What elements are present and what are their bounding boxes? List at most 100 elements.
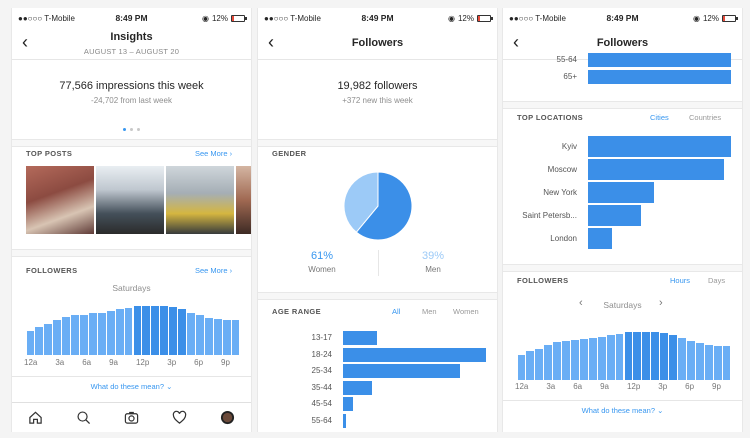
battery-icon — [477, 14, 493, 22]
gender-label: GENDER — [272, 149, 307, 158]
divider — [378, 250, 379, 276]
age-filter-all[interactable]: All — [392, 307, 401, 316]
bar-label: 13-17 — [311, 333, 332, 342]
search-icon[interactable] — [76, 410, 91, 425]
insights-screen: ●●○○○ T-Mobile 8:49 PM ◉ 12% ‹ Insights … — [11, 8, 252, 432]
hour-tick-label: 12a — [24, 358, 38, 367]
tab-hours[interactable]: Hours — [670, 276, 691, 285]
activity-bar — [704, 344, 713, 380]
bottom-tab-bar — [12, 402, 251, 432]
activity-bar — [588, 338, 597, 380]
horizontal-bar — [343, 380, 372, 395]
activity-bar — [597, 337, 606, 380]
post-thumbnail[interactable] — [26, 166, 94, 234]
heart-icon[interactable] — [172, 410, 187, 425]
activity-bar — [26, 330, 35, 355]
activity-bar — [71, 315, 79, 355]
activity-bar — [88, 313, 97, 355]
bar-label: London — [550, 233, 577, 243]
followers-screen: ●●○○○ T-Mobile 8:49 PM ◉ 12% ‹ Followers… — [257, 8, 498, 432]
activity-bar — [80, 314, 88, 355]
previous-day-chevron-icon[interactable]: ‹ — [579, 297, 583, 309]
horizontal-bar — [343, 364, 461, 378]
day-label: Saturdays — [112, 283, 151, 293]
activity-bar — [53, 319, 62, 355]
back-chevron-icon[interactable]: ‹ — [22, 32, 28, 52]
page-title: Followers — [596, 37, 649, 49]
post-thumbnail[interactable] — [236, 166, 251, 234]
page-dot — [137, 128, 140, 131]
followers-detail-screen: ●●○○○ T-Mobile 8:49 PM ◉ 12% ‹ Followers… — [502, 8, 743, 432]
age-filter-men[interactable]: Men — [422, 307, 437, 316]
carrier-label: ●●○○○ T-Mobile — [509, 13, 566, 23]
activity-bar — [97, 312, 106, 355]
women-percent: 61% — [310, 250, 334, 262]
bar-label: 65+ — [563, 72, 577, 81]
bar-label: Kyiv — [561, 141, 577, 151]
activity-bar — [195, 315, 204, 355]
hour-tick-label: 3a — [546, 382, 556, 391]
clock: 8:49 PM — [361, 13, 394, 23]
horizontal-bar — [343, 331, 378, 345]
carrier-label: ●●○○○ T-Mobile — [18, 13, 75, 23]
lock-rotation-icon: ◉ — [202, 13, 209, 23]
bar-label: 25-34 — [311, 366, 332, 375]
activity-bar — [222, 320, 231, 355]
activity-bar — [722, 345, 731, 380]
followers-count: 19,982 followers — [337, 80, 418, 92]
tab-cities[interactable]: Cities — [650, 113, 669, 122]
divider — [12, 139, 251, 147]
what-do-these-mean-link[interactable]: What do these mean? ⌄ — [581, 406, 664, 415]
what-do-these-mean-link[interactable]: What do these mean? ⌄ — [90, 382, 173, 391]
tab-days[interactable]: Days — [708, 276, 726, 285]
page-indicator[interactable] — [12, 128, 251, 131]
activity-bar — [669, 334, 677, 380]
activity-bar — [660, 332, 669, 380]
activity-bar — [124, 307, 133, 355]
activity-bar — [35, 326, 44, 355]
status-bar: ●●○○○ T-Mobile 8:49 PM ◉ 12% — [503, 8, 742, 28]
activity-bar — [213, 319, 222, 355]
camera-icon[interactable] — [124, 410, 139, 425]
bar-label: 55-64 — [556, 55, 577, 64]
horizontal-bar — [343, 397, 353, 411]
battery-icon — [231, 14, 247, 22]
page-title: Followers — [351, 37, 404, 49]
hour-tick-label: 3p — [658, 382, 668, 391]
top-posts-see-more-link[interactable]: See More › — [195, 149, 233, 158]
post-thumbnail[interactable] — [96, 166, 164, 234]
activity-bar — [615, 333, 624, 380]
profile-avatar-icon[interactable] — [220, 410, 235, 425]
status-bar: ●●○○○ T-Mobile 8:49 PM ◉ 12% — [12, 8, 251, 28]
post-thumbnail[interactable] — [166, 166, 234, 234]
page-dot — [123, 128, 126, 131]
activity-bar — [695, 343, 704, 380]
divider — [258, 292, 497, 300]
lock-rotation-icon: ◉ — [448, 13, 455, 23]
activity-bar — [231, 320, 240, 355]
activity-bar — [633, 331, 642, 380]
top-posts-label: TOP POSTS — [26, 149, 73, 158]
activity-bar — [115, 308, 124, 355]
hour-tick-label: 9a — [600, 382, 609, 391]
impressions-count: 77,566 impressions this week — [59, 80, 204, 92]
followers-see-more-link[interactable]: See More › — [195, 266, 233, 275]
tab-countries[interactable]: Countries — [689, 113, 722, 122]
horizontal-bar — [588, 70, 731, 84]
activity-bar — [204, 317, 213, 355]
followers-label: FOLLOWERS — [26, 266, 78, 275]
back-chevron-icon[interactable]: ‹ — [513, 32, 519, 52]
next-day-chevron-icon[interactable]: › — [659, 297, 663, 309]
age-filter-women[interactable]: Women — [453, 307, 479, 316]
battery-percent: 12% — [457, 13, 474, 23]
back-chevron-icon[interactable]: ‹ — [268, 32, 274, 52]
divider — [503, 264, 742, 272]
pie-slice-women — [355, 171, 413, 241]
home-icon[interactable] — [28, 410, 43, 425]
bar-label: Saint Petersb... — [522, 210, 577, 220]
hour-tick-label: 12a — [515, 382, 529, 391]
followers-activity-chart — [517, 318, 731, 380]
top-posts-strip — [26, 166, 251, 234]
horizontal-bar — [588, 182, 654, 203]
pie-slice-men — [343, 171, 379, 233]
